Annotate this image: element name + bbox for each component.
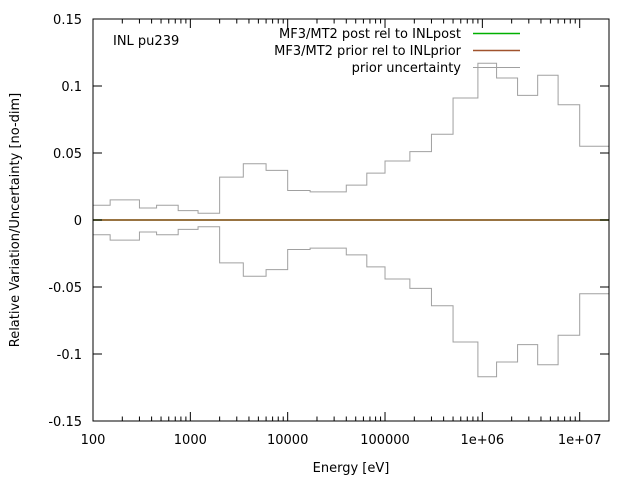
x-tick-label: 1000 [174,433,207,448]
y-tick-label: -0.05 [48,281,82,296]
x-tick-label: 100 [81,433,106,448]
series-2-upper-step-line [93,62,609,214]
x-axis-label: Energy [eV] [313,461,390,476]
y-tick-label: 0 [74,214,82,229]
series-layer [93,62,609,378]
y-tick-label: -0.1 [57,348,82,363]
series-2-lower-step-line [93,226,609,378]
y-tick-label: -0.15 [48,415,82,430]
y-tick-label: 0.15 [53,13,82,28]
legend-label-2: prior uncertainty [352,61,462,76]
y-tick-label: 0.05 [53,147,82,162]
chart-annotation: INL pu239 [113,34,179,49]
legend-label-1: MF3/MT2 prior rel to INLprior [274,44,461,59]
x-tick-label: 100000 [360,433,410,448]
x-tick-label: 10000 [267,433,308,448]
tick-layer: 100 1000 10000 100000 1e+06 1e+07 -0.15 -0.1 -0.… [48,13,610,448]
x-tick-label: 1e+06 [460,433,504,448]
legend: MF3/MT2 post rel to INLpost MF3/MT2 prior… [274,27,520,76]
y-tick-label: 0.1 [61,80,82,95]
y-axis-label: Relative Variation/Uncertainty [no-dim] [8,93,23,348]
legend-label-0: MF3/MT2 post rel to INLpost [279,27,461,42]
x-tick-label: 1e+07 [558,433,602,448]
